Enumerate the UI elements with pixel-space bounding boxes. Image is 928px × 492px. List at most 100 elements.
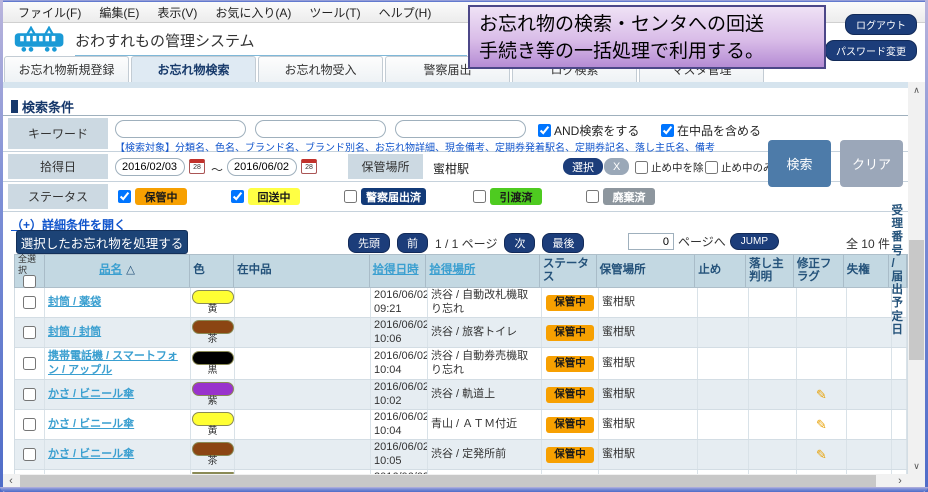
owner-cell [749,288,797,317]
status-forwarding-input[interactable] [231,190,244,203]
storage-cell: 蜜柑駅 [599,318,698,347]
forfeit-cell [847,410,892,439]
detail-conditions-link[interactable]: （+）詳細条件を開く [11,218,127,232]
keyword-input-2[interactable] [255,120,386,138]
status-checkbox-forwarding[interactable]: 回送中 [231,188,300,205]
storage-select-button[interactable]: 選択 [563,158,603,175]
item-name-link[interactable]: かさ / ビニール傘 [48,417,135,430]
status-checkbox-returned[interactable]: 引渡済 [473,188,542,205]
menu-help[interactable]: ヘルプ(H) [378,5,432,20]
hold-exclude-checkbox[interactable]: 止め中を除く [635,160,714,175]
tab-police-report[interactable]: 警察届出 [385,56,510,82]
color-swatch [191,319,234,334]
status-checkbox-discarded[interactable]: 廃棄済 [586,188,655,205]
date-to-input[interactable] [227,158,297,176]
datetime-cell: 2016/06/02 10:02 [371,380,428,409]
vertical-scrollbar[interactable]: ∧ ∨ [908,82,925,474]
header-edit-flag: 修正フラグ [794,255,844,287]
pager-next-button[interactable]: 次 [504,233,536,253]
scroll-down-icon[interactable]: ∨ [913,460,920,471]
jump-page-input[interactable] [628,233,674,250]
row-checkbox[interactable] [23,388,36,401]
date-from-input[interactable] [115,158,185,176]
status-checkbox-stored[interactable]: 保管中 [118,188,187,205]
item-name-link[interactable]: かさ / ビニール傘 [48,447,135,460]
row-checkbox[interactable] [23,418,36,431]
tab-lost-item-search[interactable]: お忘れ物検索 [131,56,256,82]
pickup-place-sort-link[interactable]: 拾得場所 [429,264,476,277]
contents-cell [235,410,371,439]
item-name-link[interactable]: 封筒 / 薬袋 [48,295,102,308]
row-checkbox[interactable] [23,296,36,309]
status-police-input[interactable] [344,190,357,203]
hold-cell [698,348,749,379]
hold-only-checkbox-input[interactable] [705,161,718,174]
color-label: 茶 [207,333,218,345]
pager-prev-button[interactable]: 前 [397,233,428,253]
receipt-cell [892,380,907,409]
jump-button[interactable]: JUMP [729,233,779,250]
and-search-checkbox-input[interactable] [538,124,551,137]
storage-cell: 蜜柑駅 [599,288,698,317]
header-contents: 在中品 [234,255,370,287]
pickup-time: 10:06 [374,332,402,345]
receipt-cell [892,348,907,379]
menu-view[interactable]: 表示(V) [157,5,198,20]
status-checkbox-police-reported[interactable]: 警察届出済 [344,188,426,205]
search-panel: 検索条件 キーワード AND検索をする 在中品を含める 【検索対象】分類名、色名… [3,88,908,474]
section-marker-icon [11,100,18,113]
item-name-link[interactable]: かさ / ビニール傘 [48,387,135,400]
storage-clear-x-button[interactable]: X [604,158,630,175]
status-returned-input[interactable] [473,190,486,203]
vertical-scrollbar-thumb[interactable] [909,240,924,360]
keyword-input-1[interactable] [115,120,246,138]
row-checkbox[interactable] [23,448,36,461]
search-scope-note: 【検索対象】分類名、色名、ブランド名、ブランド別名、お忘れ物詳細、現金備考、定期… [115,143,715,154]
horizontal-scrollbar[interactable]: ‹ › [3,474,908,488]
forfeit-cell [847,318,892,347]
scroll-right-icon[interactable]: › [898,475,902,487]
process-selected-button[interactable]: 選択したお忘れ物を処理する [16,230,188,254]
pager-first-button[interactable]: 先頭 [348,233,390,253]
menu-file[interactable]: ファイル(F) [18,5,82,20]
pickup-date: 2016/06/02 [374,350,428,363]
status-stored-input[interactable] [118,190,131,203]
pickup-date: 2016/06/02 [374,441,428,454]
clear-button[interactable]: クリア [840,140,903,187]
tab-new-registration[interactable]: お忘れ物新規登録 [4,56,129,82]
include-contents-checkbox[interactable]: 在中品を含める [661,122,761,139]
window-frame-right [925,0,928,492]
search-button[interactable]: 検索 [768,140,831,187]
place-cell: 渋谷 / 自動改札機取り忘れ [428,288,542,317]
row-checkbox[interactable] [23,357,36,370]
hold-only-checkbox[interactable]: 止め中のみ [705,160,774,175]
select-all-checkbox[interactable] [22,274,36,288]
scroll-left-icon[interactable]: ‹ [9,475,13,487]
hold-only-label: 止め中のみ [721,162,774,174]
row-checkbox[interactable] [23,326,36,339]
tab-lost-item-receive[interactable]: お忘れ物受入 [258,56,383,82]
pickup-datetime-sort-link[interactable]: 拾得日時 [372,264,419,277]
status-discarded-input[interactable] [586,190,599,203]
annotation-note: お忘れ物の検索・センタへの回送 手続き等の一括処理で利用する。 [468,5,826,69]
scroll-up-icon[interactable]: ∧ [913,84,920,95]
pager-last-button[interactable]: 最後 [542,233,585,253]
item-name-sort-link[interactable]: 品名 [99,264,123,277]
keyword-input-3[interactable] [395,120,526,138]
item-name-link[interactable]: 携帯電話機 / スマートフォン / アップル [48,350,178,376]
horizontal-scrollbar-thumb[interactable] [20,475,876,487]
calendar-from-icon[interactable]: 28 [189,159,205,174]
menu-edit[interactable]: 編集(E) [99,5,140,20]
menu-favorites[interactable]: お気に入り(A) [215,5,292,20]
main-tab-bar: お忘れ物新規登録 お忘れ物検索 お忘れ物受入 警察届出 ログ検索 マスタ管理 [3,56,925,82]
storage-cell: 蜜柑駅 [599,410,698,439]
item-name-link[interactable]: 封筒 / 封筒 [48,325,102,338]
password-change-button[interactable]: パスワード変更 [825,40,917,61]
logout-button[interactable]: ログアウト [845,14,917,35]
include-contents-checkbox-input[interactable] [661,124,674,137]
menu-tools[interactable]: ツール(T) [309,5,361,20]
calendar-to-icon[interactable]: 28 [301,159,317,174]
hold-exclude-checkbox-input[interactable] [635,161,648,174]
table-row: 封筒 / 薬袋 黄 2016/06/02 09:21 渋谷 / 自動改札機取り忘… [14,288,908,318]
and-search-checkbox[interactable]: AND検索をする [538,122,639,139]
